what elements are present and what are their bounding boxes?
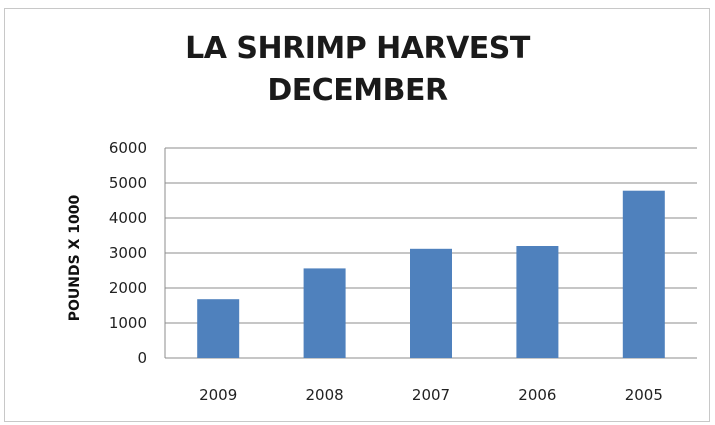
- y-axis-ticks: 0 1000 2000 3000 4000 5000 6000: [109, 139, 147, 367]
- y-tick-label-2000: 2000: [109, 279, 147, 297]
- x-tick-label-2009: 2009: [199, 386, 237, 404]
- y-tick-label-6000: 6000: [109, 139, 147, 157]
- bar-2005: [622, 190, 665, 358]
- y-tick-label-4000: 4000: [109, 209, 147, 227]
- y-tick-label-0: 0: [137, 349, 147, 367]
- x-tick-label-2006: 2006: [518, 386, 556, 404]
- bar-2007: [410, 248, 452, 358]
- bar-2006: [516, 246, 559, 358]
- bar-2008: [303, 268, 346, 358]
- x-tick-label-2005: 2005: [625, 386, 663, 404]
- x-tick-label-2008: 2008: [306, 386, 344, 404]
- chart-title: LA SHRIMP HARVEST DECEMBER: [0, 28, 715, 112]
- chart-title-line-1: LA SHRIMP HARVEST: [185, 31, 530, 66]
- x-axis-ticks: 2009 2008 2007 2006 2005: [199, 386, 663, 404]
- bar-2009: [197, 299, 240, 358]
- y-tick-label-5000: 5000: [109, 174, 147, 192]
- y-tick-label-1000: 1000: [109, 314, 147, 332]
- y-tick-label-3000: 3000: [109, 244, 147, 262]
- x-tick-label-2007: 2007: [412, 386, 450, 404]
- bars: [197, 190, 665, 358]
- y-axis-label: POUNDS X 1000: [67, 195, 83, 322]
- chart-frame: [4, 8, 710, 422]
- chart-title-line-2: DECEMBER: [267, 73, 448, 108]
